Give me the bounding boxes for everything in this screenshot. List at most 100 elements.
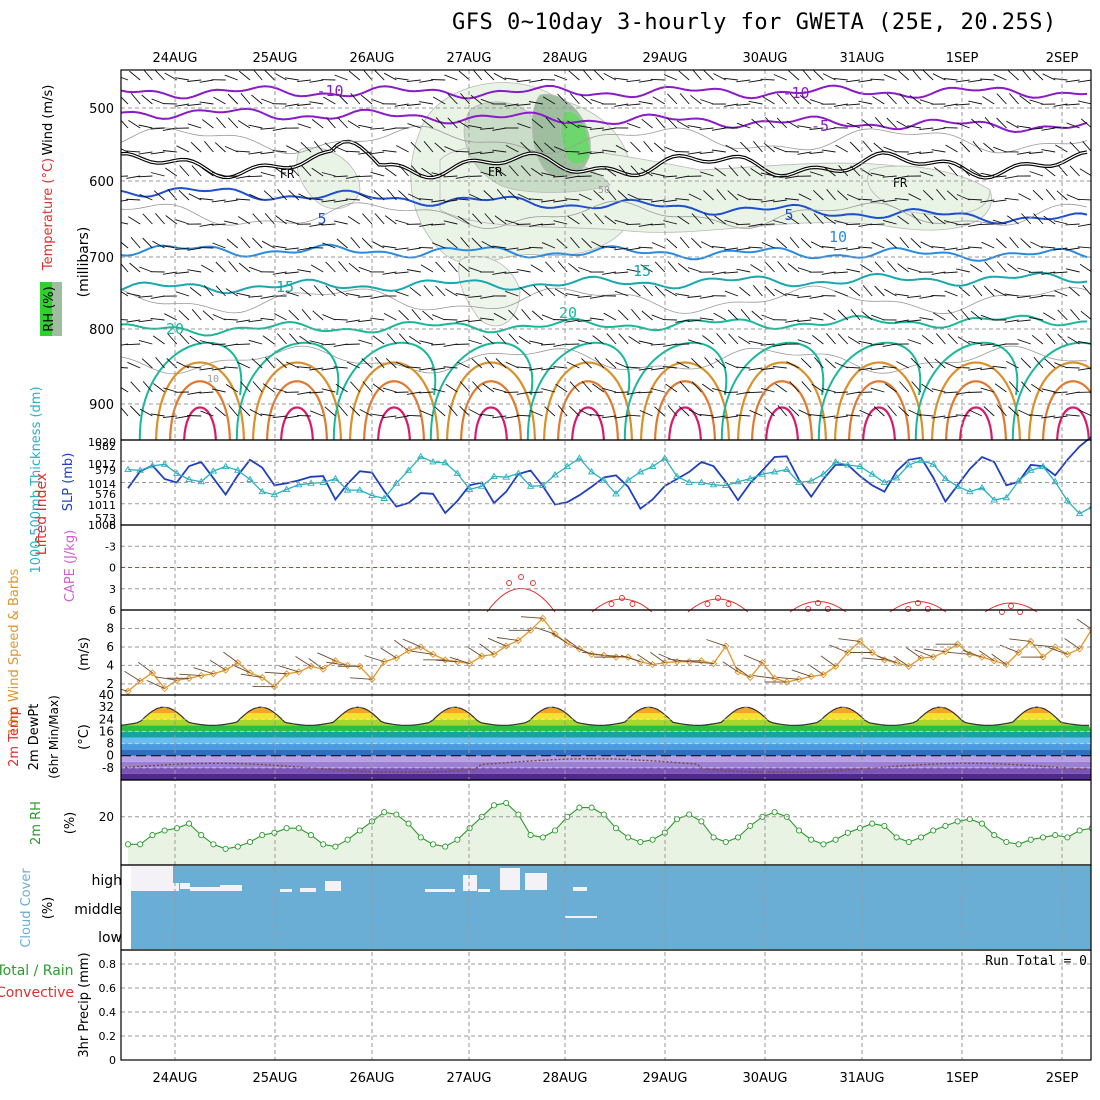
wind-barb bbox=[345, 150, 360, 153]
date-label-bottom: 29AUG bbox=[642, 1071, 687, 1086]
wind-barb bbox=[345, 319, 360, 323]
wind-barb bbox=[993, 73, 1007, 81]
wind-barb bbox=[846, 247, 861, 251]
wind-barb bbox=[799, 95, 812, 105]
rh2m-point bbox=[185, 820, 193, 827]
wind-barb bbox=[240, 381, 251, 393]
wind-barb bbox=[931, 127, 946, 131]
wind-barb bbox=[480, 171, 495, 177]
wind-barb bbox=[723, 391, 739, 394]
thickness-point bbox=[270, 490, 279, 498]
wind-barb bbox=[1008, 381, 1019, 393]
wind-barb bbox=[763, 142, 775, 153]
cape-axis-label: CAPE (J/kg) bbox=[63, 530, 78, 602]
wind-barb bbox=[593, 190, 605, 201]
wind-barb bbox=[1067, 336, 1080, 345]
wind-barb bbox=[971, 118, 983, 129]
contour-label: FR bbox=[488, 165, 503, 179]
wind-barb bbox=[641, 118, 653, 129]
thickness-point bbox=[465, 485, 474, 492]
wind-barb bbox=[419, 223, 434, 227]
wind-barb bbox=[959, 141, 971, 153]
wind10-barb bbox=[551, 632, 568, 644]
wind-barb bbox=[213, 96, 226, 105]
wind-barb bbox=[700, 171, 714, 177]
wind-barb bbox=[629, 286, 641, 297]
wind-barb bbox=[531, 118, 544, 129]
wind-barb bbox=[638, 198, 653, 201]
wind-barb bbox=[1082, 285, 1091, 296]
wind-barb bbox=[387, 189, 397, 201]
wind-barb bbox=[663, 199, 678, 203]
lifted-index-axis-label: Lifted Index bbox=[34, 473, 50, 555]
rh2m-point bbox=[966, 816, 973, 823]
wind-barb bbox=[956, 194, 970, 201]
thickness-point bbox=[953, 482, 962, 489]
wind10-barb bbox=[735, 666, 751, 678]
wind-barb bbox=[419, 101, 434, 105]
warm-isotherm bbox=[848, 380, 910, 440]
rh2m-point bbox=[1015, 841, 1022, 848]
wind-barb bbox=[398, 333, 409, 345]
wind-barb bbox=[374, 70, 385, 81]
rh2m-point bbox=[991, 832, 998, 839]
wind-barb bbox=[797, 267, 812, 273]
wind-barb bbox=[406, 247, 421, 251]
wind-barb bbox=[862, 141, 873, 153]
wind-barb bbox=[1016, 125, 1031, 129]
wind-barb bbox=[922, 189, 934, 201]
isotherm-line bbox=[121, 107, 1088, 134]
wind-barb bbox=[252, 381, 263, 393]
wind-barb bbox=[797, 339, 812, 345]
wind-barb bbox=[787, 215, 800, 225]
wind-barb bbox=[419, 79, 434, 83]
wind-barb bbox=[667, 405, 678, 417]
wind-barb bbox=[310, 264, 324, 273]
warm-isotherm bbox=[266, 380, 328, 440]
wind-barb bbox=[933, 312, 946, 321]
wind-barb bbox=[703, 213, 714, 225]
wind-barb bbox=[382, 149, 397, 153]
wind-barb bbox=[1065, 414, 1080, 417]
wind-barb bbox=[554, 146, 568, 153]
wind-barb bbox=[299, 286, 312, 297]
wind-barb bbox=[141, 94, 153, 105]
thickness-point bbox=[844, 461, 852, 468]
wind-barb bbox=[849, 286, 861, 297]
wind-barb bbox=[435, 285, 446, 297]
wind10-point bbox=[868, 648, 876, 657]
wind-barb bbox=[228, 405, 239, 417]
wind-barb bbox=[277, 189, 287, 201]
wind-barb bbox=[725, 361, 739, 369]
wind-barb bbox=[301, 309, 312, 321]
wind-barb bbox=[955, 366, 970, 369]
wind-barb bbox=[296, 414, 312, 417]
wind-barb bbox=[870, 199, 885, 203]
wind-barb bbox=[334, 146, 348, 153]
wind-barb bbox=[444, 74, 458, 81]
wind-barb bbox=[910, 237, 922, 249]
wind-barb bbox=[703, 70, 714, 81]
wind-barb bbox=[996, 261, 1007, 273]
wind-barb bbox=[138, 339, 153, 345]
wind-barb bbox=[553, 220, 568, 225]
pressure-axis-label: (millibars) bbox=[76, 227, 92, 298]
wind-barb bbox=[431, 343, 446, 346]
lifted-index-point bbox=[529, 580, 536, 586]
wind-barb bbox=[663, 146, 678, 153]
wind10-line bbox=[127, 617, 1091, 692]
wind-barb bbox=[199, 101, 214, 105]
wind-barb bbox=[944, 362, 958, 369]
wind10-barb bbox=[487, 637, 507, 647]
wind-barb bbox=[835, 144, 849, 153]
wind-barb bbox=[955, 103, 970, 106]
wind-barb bbox=[418, 246, 434, 249]
wind-barb bbox=[471, 237, 483, 249]
wind-barb bbox=[761, 241, 775, 249]
wind-barb bbox=[504, 219, 519, 225]
wind-barb bbox=[176, 361, 190, 369]
warm-isotherm bbox=[959, 406, 993, 440]
wind10-barb bbox=[722, 661, 739, 673]
wind-barb bbox=[638, 246, 653, 249]
wind-barb bbox=[155, 357, 165, 369]
